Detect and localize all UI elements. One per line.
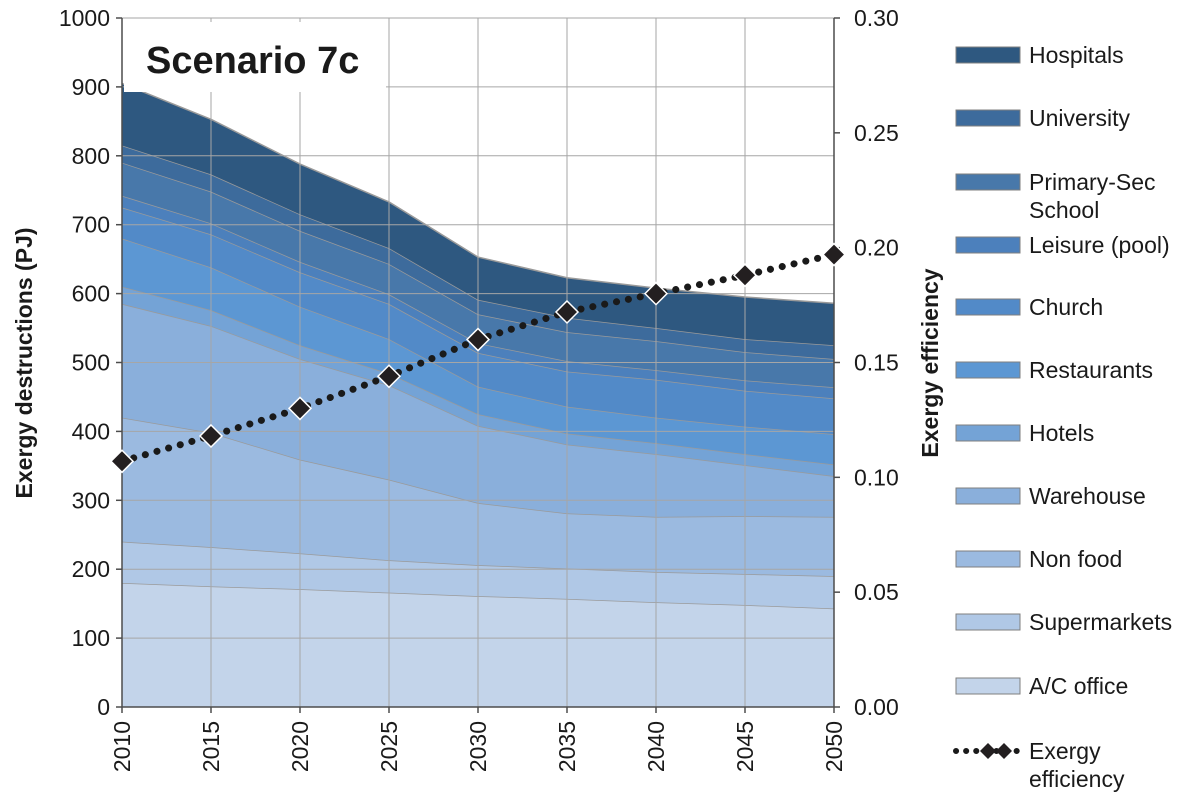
y-tick-label: 100 (72, 625, 110, 651)
legend-label-warehouse: Warehouse (1029, 483, 1146, 509)
efficiency-point (109, 449, 135, 474)
right-axis-ticks: 0.00 0.05 0.10 0.15 0.20 0.25 0.30 (834, 5, 899, 720)
legend-label-a-c-office: A/C office (1029, 673, 1128, 699)
legend-swatch-supermarkets (955, 613, 1021, 631)
efficiency-point (554, 299, 580, 325)
legend-label-restaurants: Restaurants (1029, 357, 1153, 383)
legend-label-supermarkets: Supermarkets (1029, 609, 1172, 635)
y2-axis-title: Exergy efficiency (917, 268, 943, 457)
legend: Hospitals University Primary-Sec School Leis… (953, 42, 1172, 792)
y-tick-label: 500 (72, 350, 110, 376)
y-tick-label: 700 (72, 212, 110, 238)
legend-swatch-warehouse (955, 487, 1021, 505)
y-tick-label: 300 (72, 487, 110, 513)
y-tick-label: 0 (97, 694, 110, 720)
x-tick-label: 2015 (198, 721, 224, 772)
x-tick-label: 2040 (643, 721, 669, 772)
y-axis-title: Exergy destructions (PJ) (11, 228, 37, 499)
y2-tick-label: 0.25 (854, 120, 899, 146)
legend-swatch-non-food (955, 550, 1021, 568)
legend-swatch-exergy-efficiency-marker (996, 743, 1012, 759)
legend-swatch-primary-sec-school (955, 173, 1021, 191)
efficiency-point (732, 263, 758, 288)
x-tick-label: 2035 (554, 721, 580, 772)
legend-label-leisure-pool: Leisure (pool) (1029, 232, 1170, 258)
y-tick-label: 800 (72, 143, 110, 169)
legend-swatch-exergy-efficiency-marker (980, 743, 996, 759)
legend-label-church: Church (1029, 294, 1103, 320)
legend-swatch-restaurants (955, 361, 1021, 379)
legend-label-primary-sec-school: Primary-Sec School (1029, 169, 1156, 223)
x-tick-label: 2025 (376, 721, 402, 772)
legend-swatch-a-c-office (955, 677, 1021, 695)
area-church (122, 207, 834, 435)
y2-tick-label: 0.15 (854, 350, 899, 376)
legend-swatch-church (955, 298, 1021, 316)
chart-title: Scenario 7c (146, 40, 359, 82)
legend-swatch-university (955, 109, 1021, 127)
y-tick-label: 600 (72, 281, 110, 307)
y2-tick-label: 0.05 (854, 579, 899, 605)
legend-label-exergy-efficiency: Exergy efficiency (1029, 738, 1125, 792)
legend-swatch-hospitals (955, 46, 1021, 64)
x-tick-label: 2045 (732, 721, 758, 772)
legend-label-hotels: Hotels (1029, 420, 1094, 446)
efficiency-point (376, 364, 402, 389)
title-box (124, 22, 386, 92)
legend-swatch-leisure-pool (955, 236, 1021, 254)
efficiency-point (465, 327, 491, 352)
y2-tick-label: 0.00 (854, 694, 899, 720)
x-tick-label: 2020 (287, 721, 313, 772)
legend-label-non-food: Non food (1029, 546, 1122, 572)
y-tick-label: 400 (72, 418, 110, 444)
left-axis-ticks: 0 100 200 300 400 500 600 700 800 900 1000 (59, 5, 122, 720)
x-tick-label: 2010 (109, 721, 135, 772)
efficiency-point (821, 242, 847, 267)
y2-tick-label: 0.20 (854, 235, 899, 261)
efficiency-point (643, 281, 669, 306)
efficiency-point (198, 423, 224, 449)
efficiency-line-layer (109, 242, 847, 474)
legend-label-university: University (1029, 105, 1130, 131)
legend-swatch-hotels (955, 424, 1021, 442)
area-restaurants (122, 238, 834, 465)
y2-tick-label: 0.30 (854, 5, 899, 31)
y2-tick-label: 0.10 (854, 464, 899, 490)
x-axis-ticks: 2010 2015 2020 2025 2030 2035 2040 2045 2050 (109, 707, 847, 772)
y-tick-label: 900 (72, 74, 110, 100)
x-tick-label: 2050 (821, 721, 847, 772)
efficiency-point (287, 396, 313, 421)
y-tick-label: 200 (72, 556, 110, 582)
x-tick-label: 2030 (465, 721, 491, 772)
y-tick-label: 1000 (59, 5, 110, 31)
legend-label-hospitals: Hospitals (1029, 42, 1124, 68)
